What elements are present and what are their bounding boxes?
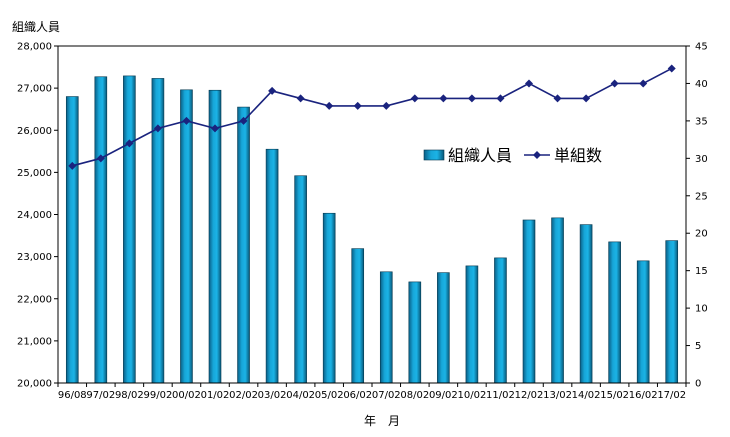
- bar-96/08: [65, 96, 79, 384]
- legend-swatch-marker: [533, 151, 541, 159]
- x-tick-label: 06/02: [343, 390, 372, 401]
- axes-layer: 20,000 21,000 22,000 23,000 24,000 25,000 26,0…: [12, 20, 708, 428]
- x-tick-label: 13/02: [543, 390, 572, 401]
- line-point-02/02: [239, 116, 248, 125]
- bar-17/02: [665, 240, 679, 384]
- left-tick-label: 26,000: [17, 126, 52, 137]
- line-point-13/02: [553, 94, 562, 103]
- right-tick-label: 45: [695, 42, 708, 53]
- legend-swatch-bar: [423, 149, 445, 161]
- bar-10/02: [465, 265, 479, 384]
- left-tick-label: 23,000: [17, 252, 52, 263]
- bar-05/02: [322, 212, 336, 384]
- right-tick-label: 15: [695, 266, 708, 277]
- line-point-15/02: [610, 79, 619, 88]
- bar-12/02: [522, 219, 536, 384]
- bar-97/02: [94, 76, 108, 384]
- x-tick-label: 15/02: [600, 390, 629, 401]
- x-tick-label: 17/02: [657, 390, 686, 401]
- y-axis-title: 組織人員: [12, 20, 60, 34]
- x-tick-label: 11/02: [486, 390, 515, 401]
- x-tick-label: 16/02: [629, 390, 658, 401]
- line-point-16/02: [639, 79, 648, 88]
- line-point-04/02: [296, 94, 305, 103]
- line-point-01/02: [211, 124, 219, 133]
- legend: 組織人員 単組数: [401, 135, 625, 177]
- bar-08/02: [408, 281, 422, 384]
- legend-label-line: 単組数: [554, 146, 602, 165]
- x-tick-label: 12/02: [515, 390, 544, 401]
- bar-06/02: [351, 248, 365, 384]
- x-tick-label: 01/02: [201, 390, 230, 401]
- left-tick-label: 22,000: [17, 294, 52, 305]
- left-tick-label: 24,000: [17, 210, 52, 221]
- line-point-09/02: [439, 94, 448, 103]
- bar-16/02: [636, 260, 650, 384]
- x-tick-label: 96/08: [58, 390, 87, 401]
- line-point-11/02: [496, 94, 505, 103]
- line-point-10/02: [467, 94, 476, 103]
- right-tick-label: 5: [695, 341, 701, 352]
- line-point-00/02: [182, 116, 191, 125]
- bar-07/02: [379, 271, 393, 384]
- line-point-17/02: [667, 64, 676, 73]
- left-tick-label: 25,000: [17, 168, 52, 179]
- bar-15/02: [608, 241, 621, 384]
- x-tick-label: 03/02: [258, 390, 287, 401]
- line-point-06/02: [353, 101, 362, 110]
- line-point-05/02: [325, 101, 334, 110]
- bar-00/02: [180, 89, 193, 384]
- plot-layer: [65, 64, 679, 384]
- bar-98/02: [123, 75, 136, 384]
- bar-02/02: [237, 106, 250, 384]
- x-tick-label: 02/02: [229, 390, 258, 401]
- right-tick-label: 0: [695, 379, 701, 390]
- x-tick-label: 00/02: [172, 390, 201, 401]
- bar-03/02: [265, 148, 279, 384]
- left-tick-label: 20,000: [17, 379, 52, 390]
- line-point-07/02: [382, 101, 391, 110]
- bar-09/02: [437, 272, 450, 384]
- line-point-12/02: [525, 79, 533, 88]
- bar-01/02: [208, 89, 222, 384]
- bar-04/02: [294, 175, 307, 384]
- x-tick-label: 98/02: [115, 390, 144, 401]
- bar-13/02: [551, 217, 564, 384]
- right-tick-label: 40: [695, 79, 708, 90]
- x-tick-label: 14/02: [572, 390, 601, 401]
- x-tick-label: 05/02: [315, 390, 344, 401]
- line-point-97/02: [96, 154, 105, 163]
- line-point-14/02: [582, 94, 591, 103]
- left-tick-label: 21,000: [17, 336, 52, 347]
- x-tick-label: 07/02: [372, 390, 401, 401]
- x-axis-title: 年 月: [364, 414, 400, 428]
- bar-11/02: [494, 257, 507, 384]
- bar-14/02: [579, 224, 593, 384]
- line-point-99/02: [153, 124, 162, 133]
- line-point-03/02: [268, 86, 277, 95]
- legend-label-bar: 組織人員: [448, 146, 512, 165]
- line-series-unions: [72, 67, 673, 167]
- left-tick-label: 27,000: [17, 84, 52, 95]
- right-tick-label: 10: [695, 304, 708, 315]
- x-tick-label: 99/02: [143, 390, 172, 401]
- line-point-96/08: [68, 161, 77, 170]
- x-tick-label: 97/02: [86, 390, 115, 401]
- x-tick-label: 10/02: [457, 390, 486, 401]
- right-tick-label: 20: [695, 229, 708, 240]
- x-tick-label: 08/02: [400, 390, 429, 401]
- left-tick-label: 28,000: [17, 42, 52, 53]
- line-point-98/02: [125, 139, 134, 148]
- bar-99/02: [151, 78, 165, 384]
- line-point-08/02: [410, 94, 419, 103]
- x-tick-label: 04/02: [286, 390, 315, 401]
- right-tick-label: 30: [695, 154, 708, 165]
- right-tick-label: 25: [695, 191, 708, 202]
- x-tick-label: 09/02: [429, 390, 458, 401]
- right-tick-label: 35: [695, 116, 708, 127]
